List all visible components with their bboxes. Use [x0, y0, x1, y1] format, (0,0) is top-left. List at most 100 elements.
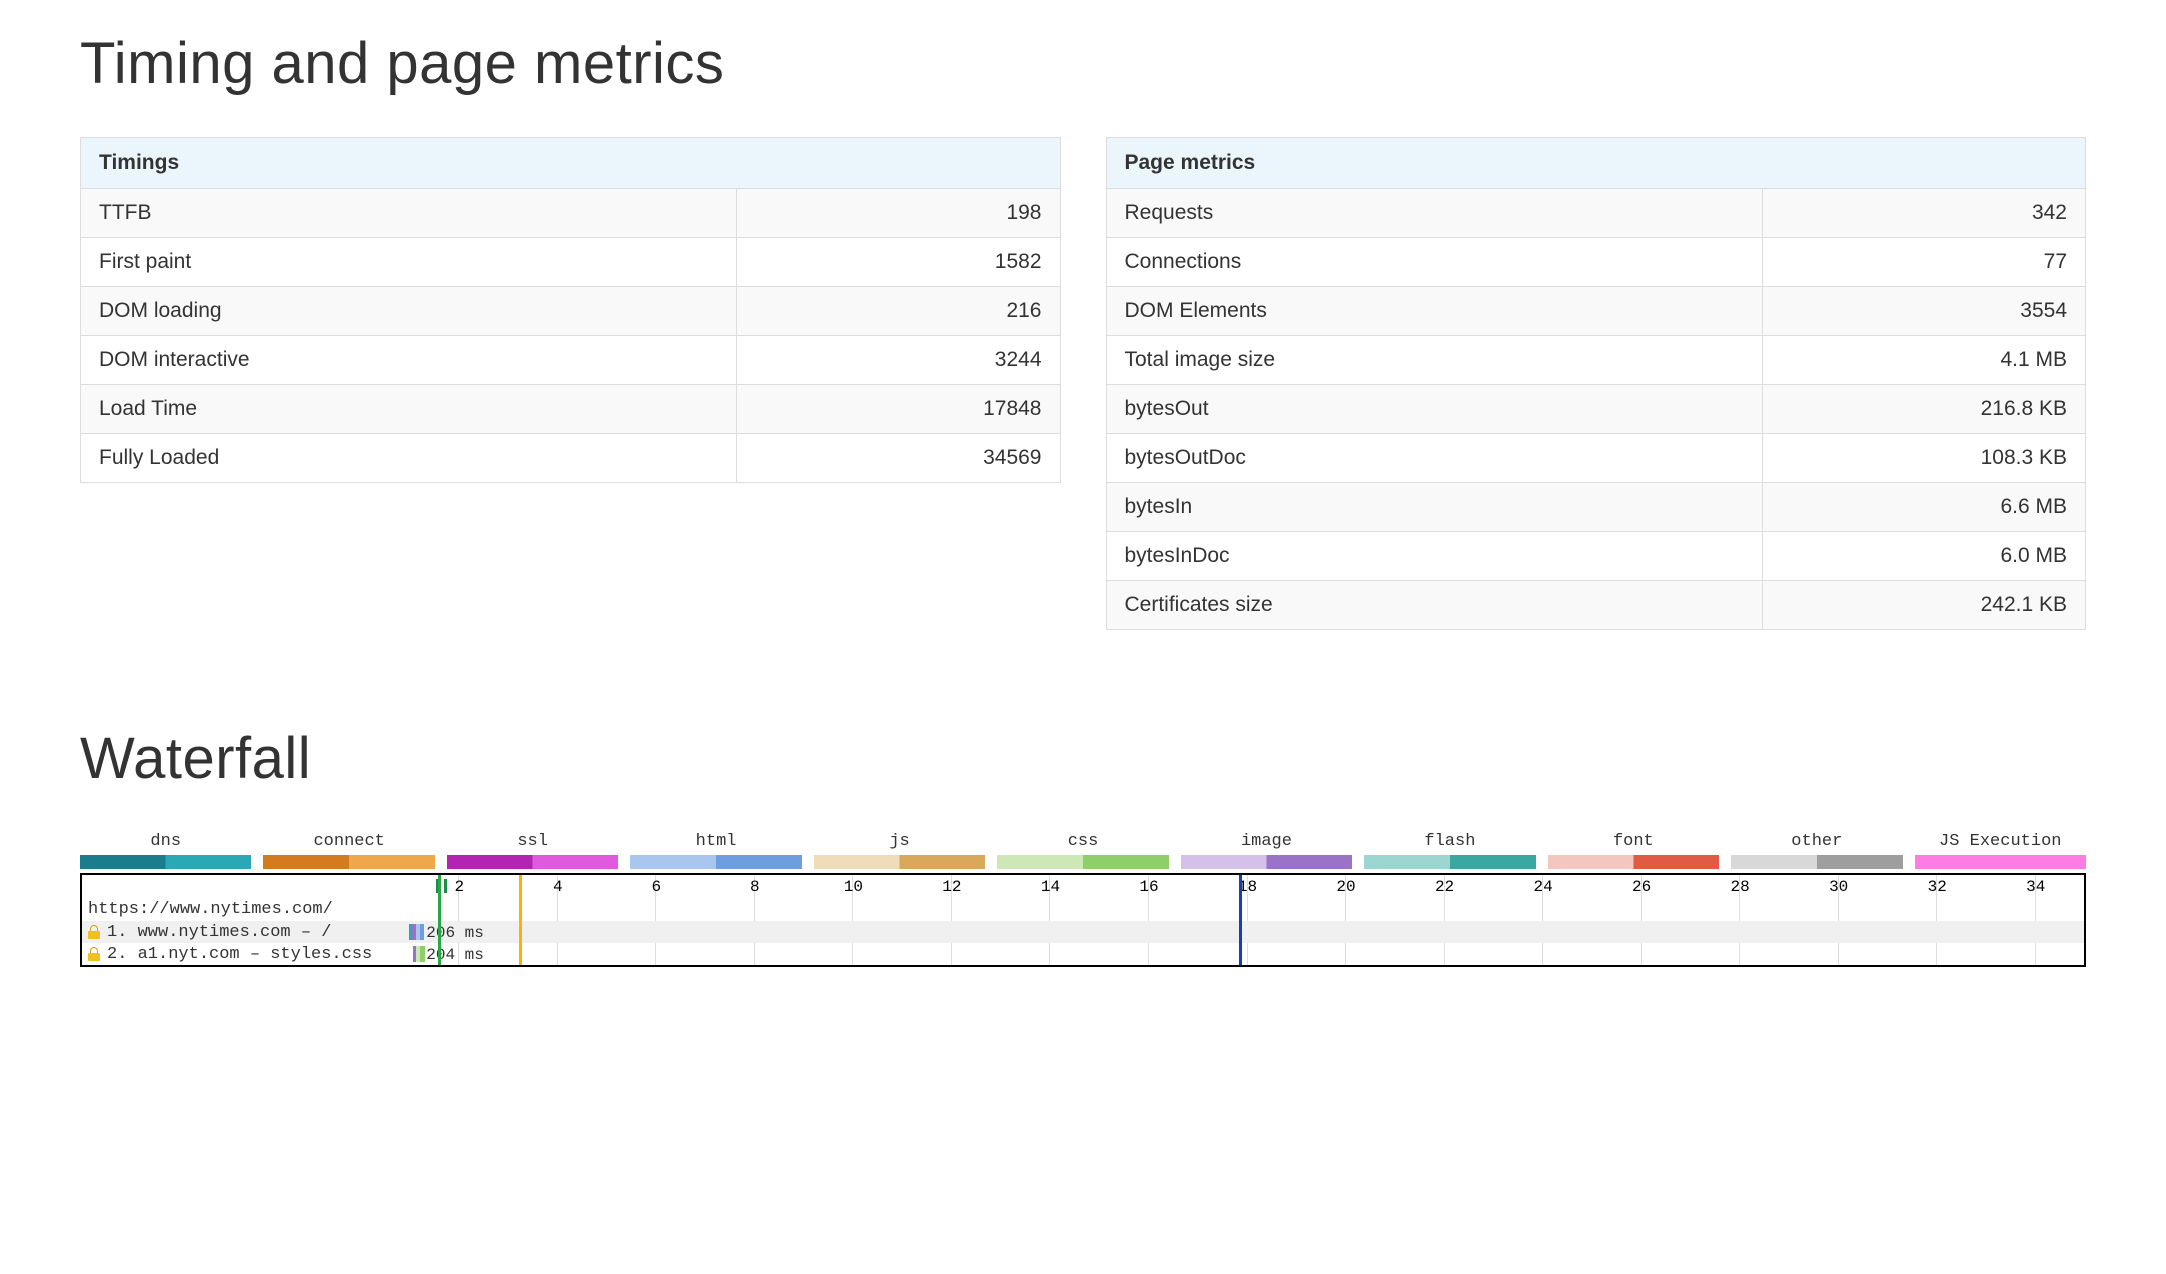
- metric-value: 34569: [737, 434, 1060, 483]
- timing-heading: Timing and page metrics: [80, 30, 2086, 97]
- table-row: Requests342: [1106, 189, 2086, 238]
- table-row: bytesIn6.6 MB: [1106, 483, 2086, 532]
- waterfall-heading: Waterfall: [80, 725, 2086, 792]
- metric-label: DOM Elements: [1106, 287, 1762, 336]
- waterfall-segment: [420, 924, 424, 940]
- waterfall-segment: [420, 946, 425, 962]
- legend-item: css: [997, 832, 1168, 869]
- metric-value: 108.3 KB: [1762, 434, 2085, 483]
- legend-label: css: [997, 832, 1168, 851]
- metric-label: bytesOutDoc: [1106, 434, 1762, 483]
- waterfall-row[interactable]: 1. www.nytimes.com – / 206 ms: [82, 921, 2084, 943]
- metric-label: Fully Loaded: [81, 434, 737, 483]
- table-row: DOM interactive3244: [81, 336, 1061, 385]
- legend-swatch: [1548, 855, 1719, 869]
- table-row: Total image size4.1 MB: [1106, 336, 2086, 385]
- lock-icon: [88, 925, 100, 939]
- table-row: DOM Elements3554: [1106, 287, 2086, 336]
- legend-item: connect: [263, 832, 434, 869]
- legend-swatch: [1731, 855, 1902, 869]
- legend-swatch: [1364, 855, 1535, 869]
- metrics-row: Timings TTFB198First paint1582DOM loadin…: [80, 137, 2086, 630]
- waterfall-url: https://www.nytimes.com/: [82, 897, 2084, 921]
- table-row: bytesOut216.8 KB: [1106, 385, 2086, 434]
- waterfall-row-label: 2. a1.nyt.com – styles.css: [82, 944, 409, 965]
- legend-label: connect: [263, 832, 434, 851]
- table-row: DOM loading216: [81, 287, 1061, 336]
- metric-value: 216.8 KB: [1762, 385, 2085, 434]
- metric-value: 3244: [737, 336, 1060, 385]
- metric-value: 4.1 MB: [1762, 336, 2085, 385]
- metric-label: bytesInDoc: [1106, 532, 1762, 581]
- table-row: Fully Loaded34569: [81, 434, 1061, 483]
- waterfall-chart: 246810121416182022242628303234 https://w…: [80, 873, 2086, 967]
- legend-label: flash: [1364, 832, 1535, 851]
- metric-value: 342: [1762, 189, 2085, 238]
- legend-label: html: [630, 832, 801, 851]
- table-row: TTFB198: [81, 189, 1061, 238]
- metric-label: Load Time: [81, 385, 737, 434]
- metric-label: Total image size: [1106, 336, 1762, 385]
- legend-swatch: [80, 855, 251, 869]
- legend-item: dns: [80, 832, 251, 869]
- legend-item: html: [630, 832, 801, 869]
- metric-label: bytesOut: [1106, 385, 1762, 434]
- legend-swatch: [1915, 855, 2086, 869]
- waterfall-header-mark: [436, 879, 439, 893]
- table-row: bytesOutDoc108.3 KB: [1106, 434, 2086, 483]
- legend-label: js: [814, 832, 985, 851]
- legend-item: font: [1548, 832, 1719, 869]
- legend-label: other: [1731, 832, 1902, 851]
- metric-label: Requests: [1106, 189, 1762, 238]
- legend-item: JS Execution: [1915, 832, 2086, 869]
- legend-label: font: [1548, 832, 1719, 851]
- table-row: bytesInDoc6.0 MB: [1106, 532, 2086, 581]
- metric-value: 3554: [1762, 287, 2085, 336]
- page-metrics-header: Page metrics: [1106, 138, 2086, 189]
- legend-label: ssl: [447, 832, 618, 851]
- legend-swatch: [814, 855, 985, 869]
- metric-value: 6.6 MB: [1762, 483, 2085, 532]
- metric-label: DOM loading: [81, 287, 737, 336]
- legend-swatch: [997, 855, 1168, 869]
- legend-item: other: [1731, 832, 1902, 869]
- waterfall-row-timing: 206 ms: [426, 923, 484, 943]
- table-row: Connections77: [1106, 238, 2086, 287]
- metric-value: 17848: [737, 385, 1060, 434]
- legend-swatch: [447, 855, 618, 869]
- waterfall-row-timing: 204 ms: [426, 945, 484, 965]
- table-row: First paint1582: [81, 238, 1061, 287]
- metric-value: 77: [1762, 238, 2085, 287]
- waterfall-row[interactable]: 2. a1.nyt.com – styles.css 204 ms: [82, 943, 2084, 965]
- metric-label: DOM interactive: [81, 336, 737, 385]
- legend-swatch: [630, 855, 801, 869]
- legend-item: flash: [1364, 832, 1535, 869]
- waterfall-row-label: 1. www.nytimes.com – /: [82, 922, 409, 943]
- metric-value: 242.1 KB: [1762, 581, 2085, 630]
- legend-swatch: [263, 855, 434, 869]
- page-metrics-table: Page metrics Requests342Connections77DOM…: [1106, 137, 2087, 630]
- metric-label: First paint: [81, 238, 737, 287]
- metric-value: 6.0 MB: [1762, 532, 2085, 581]
- lock-icon: [88, 947, 100, 961]
- metric-label: bytesIn: [1106, 483, 1762, 532]
- legend-label: JS Execution: [1915, 832, 2086, 851]
- metric-value: 216: [737, 287, 1060, 336]
- metric-label: Certificates size: [1106, 581, 1762, 630]
- metric-label: TTFB: [81, 189, 737, 238]
- timings-header: Timings: [81, 138, 1061, 189]
- legend-item: js: [814, 832, 985, 869]
- legend-label: image: [1181, 832, 1352, 851]
- legend-item: image: [1181, 832, 1352, 869]
- legend-item: ssl: [447, 832, 618, 869]
- waterfall-legend: dns connect sslhtmljscss image flash font othe…: [80, 832, 2086, 869]
- legend-label: dns: [80, 832, 251, 851]
- table-row: Load Time17848: [81, 385, 1061, 434]
- table-row: Certificates size242.1 KB: [1106, 581, 2086, 630]
- metric-label: Connections: [1106, 238, 1762, 287]
- waterfall-header-mark: [444, 879, 447, 893]
- metric-value: 198: [737, 189, 1060, 238]
- metric-value: 1582: [737, 238, 1060, 287]
- timings-table: Timings TTFB198First paint1582DOM loadin…: [80, 137, 1061, 483]
- legend-swatch: [1181, 855, 1352, 869]
